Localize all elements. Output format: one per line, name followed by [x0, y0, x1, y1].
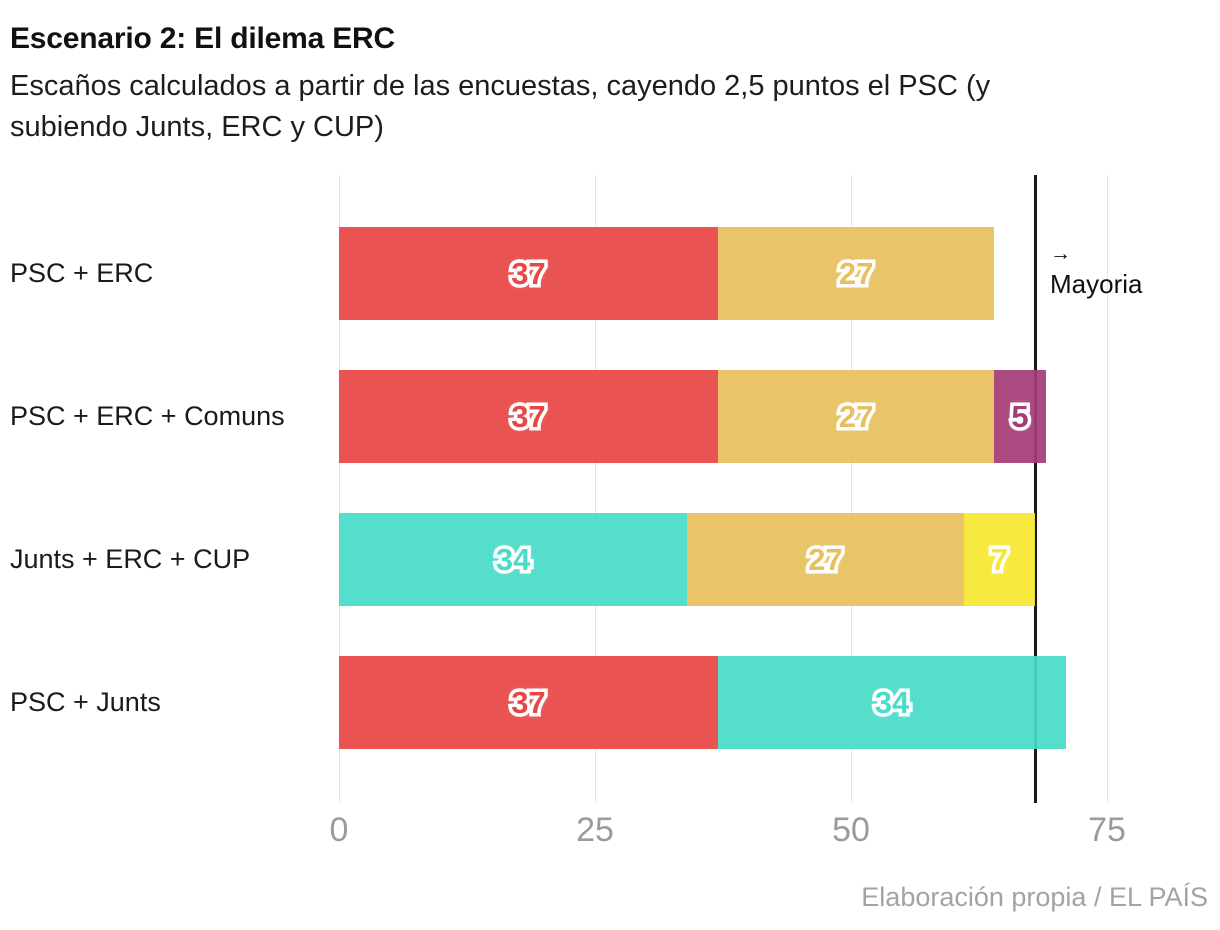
subtitle-line-1: Escaños calculados a partir de las encue…: [10, 70, 991, 102]
segment-value: 27 27: [805, 541, 847, 579]
row-label: PSC + ERC: [10, 258, 154, 288]
segment-value: 27 27: [835, 398, 877, 436]
segment-value: 37 37: [508, 255, 550, 293]
subtitle-line-2: subiendo Junts, ERC y CUP): [10, 111, 384, 143]
bar-segment-psc: 37 37: [339, 227, 718, 320]
chart-title: Escenario 2: El dilema ERC: [10, 22, 395, 55]
segment-value-fill: 27: [838, 399, 874, 434]
bar-segment-junts: 34 34: [339, 513, 688, 606]
segment-value: 27 27: [835, 255, 877, 293]
bar-segment-erc: 27 27: [717, 370, 995, 463]
row-label: PSC + ERC + Comuns: [10, 401, 285, 431]
segment-value: 34 34: [871, 684, 913, 722]
segment-value-outline: 27: [835, 255, 877, 293]
bar-segment-erc: 27 27: [717, 227, 995, 320]
gridline-50: [851, 175, 852, 803]
segment-value-outline: 27: [805, 541, 847, 579]
segment-value-fill: 34: [874, 685, 910, 720]
segment-value-fill: 27: [808, 542, 843, 577]
segment-value-outline: 5: [1008, 398, 1032, 436]
bar-segment-junts: 34 34: [717, 656, 1067, 749]
bar-segment-psc: 37 37: [339, 656, 718, 749]
segment-value-fill: 5: [1011, 399, 1029, 434]
segment-value-outline: 34: [871, 684, 913, 722]
majority-annotation: → Mayoria: [1050, 241, 1142, 301]
segment-value-fill: 37: [511, 256, 546, 291]
plot-area: → Mayoria 0 25 50 75 PSC + ERC 37 37 27 27 PSC + …: [0, 175, 1220, 849]
segment-value: 34 34: [492, 541, 534, 579]
majority-line: [1034, 175, 1037, 803]
segment-value-fill: 34: [495, 542, 531, 577]
segment-value-fill: 7: [990, 542, 1009, 577]
segment-value-fill: 27: [838, 256, 874, 291]
segment-value-outline: 34: [492, 541, 534, 579]
segment-value-fill: 37: [511, 685, 546, 720]
gridline-25: [595, 175, 596, 803]
segment-value-fill: 37: [511, 399, 546, 434]
segment-value-outline: 37: [508, 398, 550, 436]
gridline-75: [1107, 175, 1108, 803]
row-label: PSC + Junts: [10, 687, 161, 717]
chart-subtitle: Escaños calculados a partir de las encue…: [10, 66, 990, 148]
segment-value: 37 37: [508, 684, 550, 722]
source-credit: Elaboración propia / EL PAÍS: [861, 882, 1208, 912]
bar-segment-erc: 27 27: [687, 513, 964, 606]
segment-value-outline: 37: [508, 255, 550, 293]
segment-value-outline: 7: [987, 541, 1011, 579]
x-tick-label: 50: [832, 811, 870, 849]
row-label: Junts + ERC + CUP: [10, 544, 251, 574]
segment-value: 37 37: [508, 398, 550, 436]
segment-value-outline: 27: [835, 398, 877, 436]
x-tick-label: 75: [1088, 811, 1126, 849]
gridline-0: [339, 175, 340, 803]
right-arrow-icon: →: [1050, 242, 1071, 265]
x-tick-label: 0: [329, 811, 349, 849]
majority-label: Mayoria: [1050, 269, 1143, 299]
x-tick-label: 25: [576, 811, 614, 849]
segment-value-outline: 37: [508, 684, 550, 722]
bar-segment-psc: 37 37: [339, 370, 718, 463]
